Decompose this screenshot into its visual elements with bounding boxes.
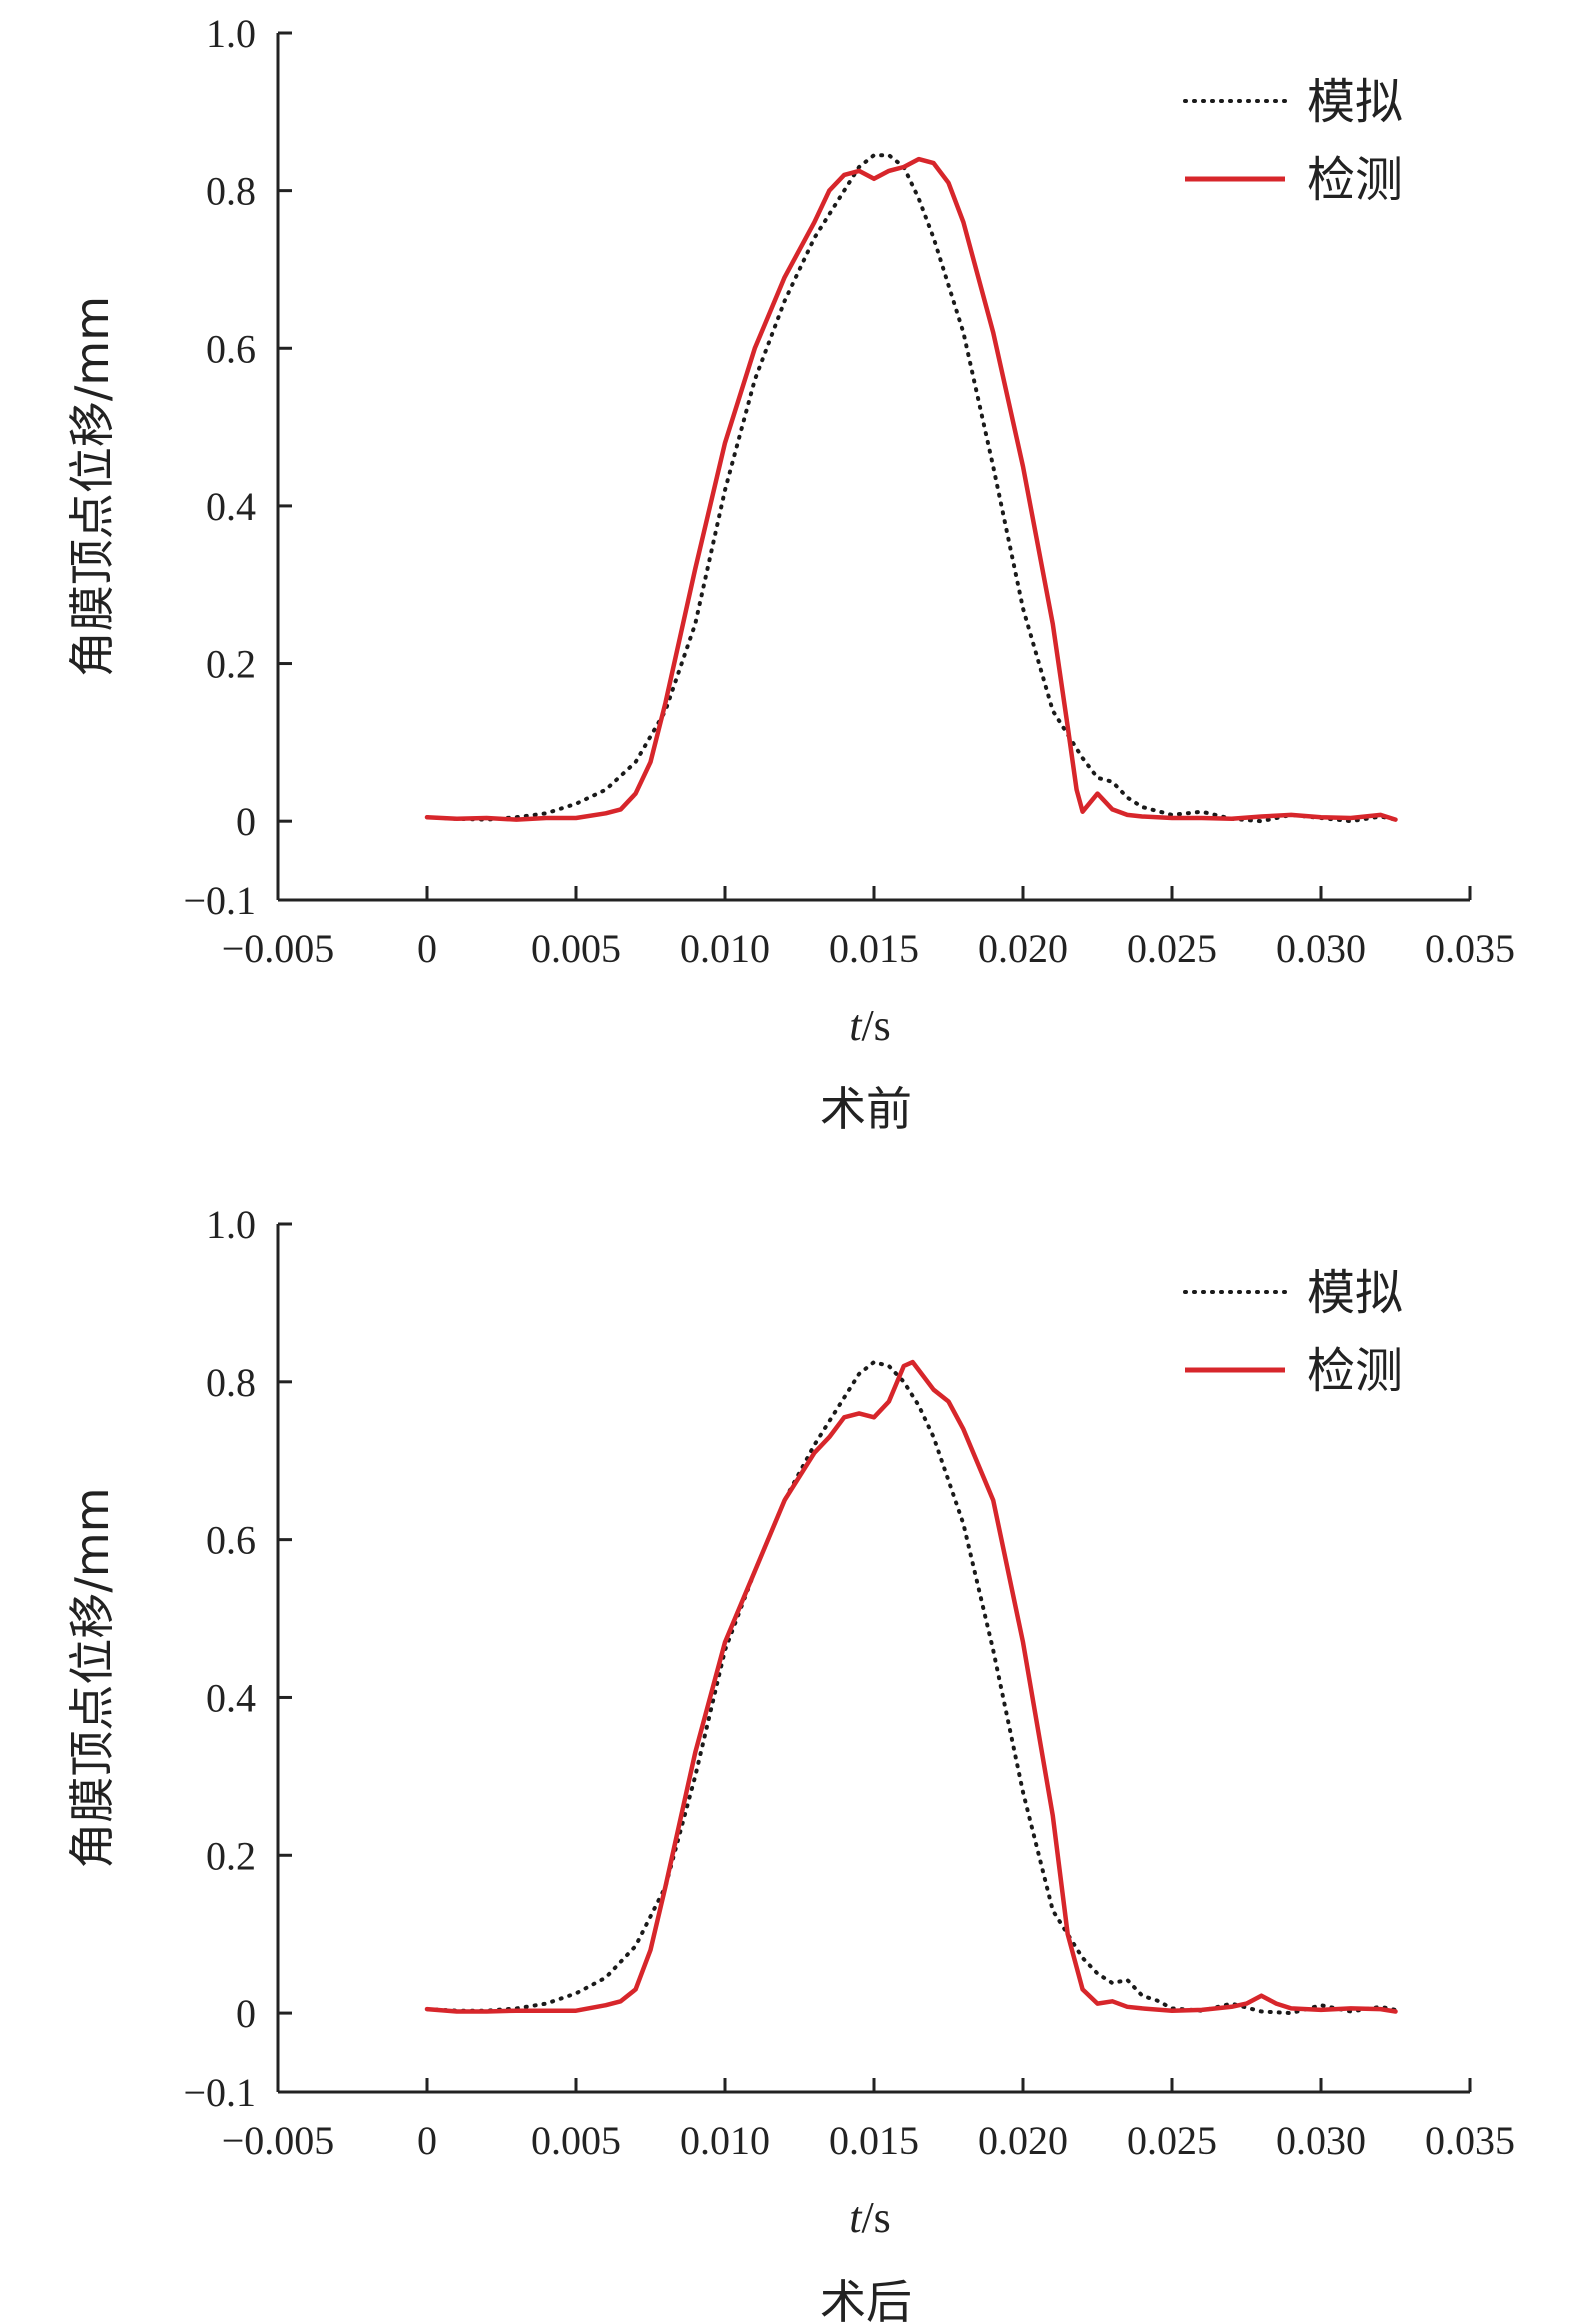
- x-axis-label: t/s: [849, 1001, 891, 1050]
- chart-panel-1: 1.0 0.8 0.6 0.4 0.2 0 −0.1−0.005 0 0.005 0.010 0.0…: [65, 11, 1515, 1136]
- x-tick-label: 0.020: [978, 2118, 1068, 2163]
- x-tick-label: −0.005: [222, 2118, 335, 2163]
- x-tick-label: 0.010: [680, 926, 770, 971]
- chart-panel-2: 1.0 0.8 0.6 0.4 0.2 0 −0.1−0.005 0 0.005 0.010 0.0…: [65, 1202, 1515, 2323]
- x-tick-label: 0.020: [978, 926, 1068, 971]
- y-axis-label: 角膜顶点位移/mm: [65, 296, 119, 677]
- x-tick-label: 0: [417, 926, 437, 971]
- y-tick-label: 0.4: [206, 484, 256, 529]
- y-tick-label: 0.8: [206, 1360, 256, 1405]
- legend-label: 模拟: [1307, 74, 1403, 130]
- y-tick-label: −0.1: [183, 878, 256, 923]
- series-line-measured: [424, 1359, 1398, 2014]
- y-tick-label: 0.2: [206, 642, 256, 687]
- y-tick-label: 0: [236, 799, 256, 844]
- series-line-simulated: [425, 1360, 1398, 2016]
- y-tick-label: 0.8: [206, 169, 256, 214]
- y-tick-label: 0: [236, 1991, 256, 2036]
- x-tick-label: −0.005: [222, 926, 335, 971]
- x-tick-label: 0.035: [1425, 926, 1515, 971]
- x-tick-label: 0.030: [1276, 2118, 1366, 2163]
- legend-label: 检测: [1307, 152, 1403, 208]
- x-tick-label: 0.015: [829, 926, 919, 971]
- y-tick-label: 1.0: [206, 11, 256, 56]
- legend-label: 模拟: [1307, 1265, 1403, 1321]
- x-tick-label: 0.015: [829, 2118, 919, 2163]
- y-tick-label: 0.4: [206, 1675, 256, 1720]
- x-tick-label: 0.010: [680, 2118, 770, 2163]
- y-tick-label: 1.0: [206, 1202, 256, 1247]
- y-tick-label: 0.6: [206, 1518, 256, 1563]
- x-tick-label: 0.025: [1127, 926, 1217, 971]
- x-tick-label: 0.030: [1276, 926, 1366, 971]
- y-tick-label: 0.6: [206, 326, 256, 371]
- x-tick-label: 0.025: [1127, 2118, 1217, 2163]
- series-line-simulated: [425, 153, 1398, 824]
- y-tick-label: 0.2: [206, 1833, 256, 1878]
- x-tick-label: 0: [417, 2118, 437, 2163]
- y-tick-label: −0.1: [183, 2070, 256, 2115]
- x-tick-label: 0.005: [531, 926, 621, 971]
- y-axis-label: 角膜顶点位移/mm: [65, 1487, 119, 1868]
- x-axis-label: t/s: [849, 2193, 891, 2242]
- panel-caption: 术前: [820, 1082, 912, 1136]
- panel-caption: 术后: [820, 2275, 912, 2323]
- x-tick-label: 0.005: [531, 2118, 621, 2163]
- legend-label: 检测: [1307, 1343, 1403, 1399]
- series-line-measured: [424, 156, 1398, 822]
- x-tick-label: 0.035: [1425, 2118, 1515, 2163]
